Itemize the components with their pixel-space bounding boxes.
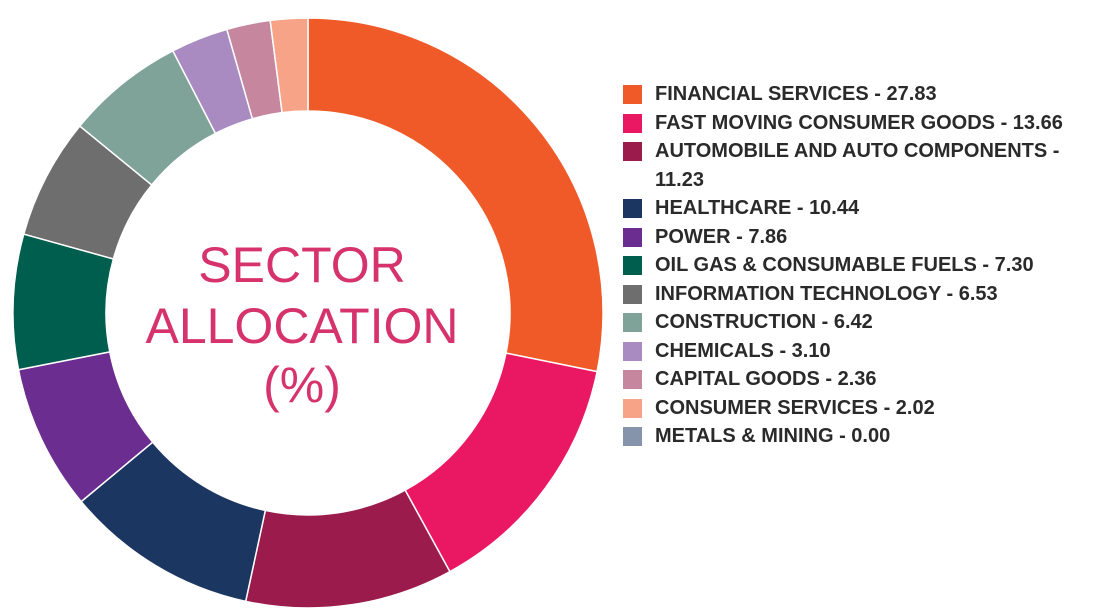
legend-item-consumer-services: CONSUMER SERVICES - 2.02 — [623, 394, 1098, 423]
legend-item-construction: CONSTRUCTION - 6.42 — [623, 308, 1098, 337]
legend-item-fast-moving-consumer-goods: FAST MOVING CONSUMER GOODS - 13.66 — [623, 109, 1098, 138]
legend-swatch — [623, 199, 642, 218]
legend-swatch — [623, 313, 642, 332]
donut-slices — [12, 17, 604, 609]
legend-item-power: POWER - 7.86 — [623, 223, 1098, 252]
legend-label: CONSUMER SERVICES - 2.02 — [655, 396, 935, 419]
legend-item-metals-and-mining: METALS & MINING - 0.00 — [623, 422, 1098, 451]
legend-label: INFORMATION TECHNOLOGY - 6.53 — [655, 282, 998, 305]
legend-label: AUTOMOBILE AND AUTO COMPONENTS - 11.23 — [655, 140, 1060, 191]
legend-swatch — [623, 142, 642, 161]
legend-swatch — [623, 398, 642, 418]
legend-label: CAPITAL GOODS - 2.36 — [655, 368, 877, 390]
sector-allocation-donut-chart: SECTOR ALLOCATION (%) — [12, 17, 604, 609]
legend-swatch — [623, 227, 642, 247]
legend-label: CONSTRUCTION - 6.42 — [655, 311, 873, 333]
chart-title-line-3: (%) — [263, 357, 341, 413]
legend-item-automobile-and-auto-components: AUTOMOBILE AND AUTO COMPONENTS - 11.23 — [623, 137, 1098, 194]
legend-swatch — [623, 370, 642, 389]
legend-label: FAST MOVING CONSUMER GOODS - 13.66 — [655, 111, 1063, 134]
slice-fast-moving-consumer-goods — [404, 352, 599, 573]
legend-item-financial-services: FINANCIAL SERVICES - 27.83 — [623, 80, 1098, 109]
legend-label: OIL GAS & CONSUMABLE FUELS - 7.30 — [655, 254, 1034, 276]
legend-label: FINANCIAL SERVICES - 27.83 — [655, 83, 937, 105]
slice-consumer-services — [269, 17, 309, 114]
legend-swatch — [623, 427, 642, 446]
legend-swatch — [623, 113, 642, 133]
slice-financial-services — [307, 17, 604, 373]
legend-item-healthcare: HEALTHCARE - 10.44 — [623, 194, 1098, 223]
legend-item-capital-goods: CAPITAL GOODS - 2.36 — [623, 365, 1098, 394]
legend-item-oil-gas-and-consumable-fuels: OIL GAS & CONSUMABLE FUELS - 7.30 — [623, 251, 1098, 280]
legend-label: METALS & MINING - 0.00 — [655, 425, 891, 447]
legend-label: HEALTHCARE - 10.44 — [655, 197, 860, 219]
legend-swatch — [623, 284, 642, 304]
legend-swatch — [623, 341, 642, 361]
legend-label: CHEMICALS - 3.10 — [655, 339, 831, 362]
legend-swatch — [623, 85, 642, 104]
legend-item-chemicals: CHEMICALS - 3.10 — [623, 337, 1098, 366]
chart-title-line-1: SECTOR — [198, 237, 405, 293]
legend-item-information-technology: INFORMATION TECHNOLOGY - 6.53 — [623, 280, 1098, 309]
legend-label: POWER - 7.86 — [655, 225, 788, 248]
chart-legend: FINANCIAL SERVICES - 27.83 FAST MOVING CO… — [623, 80, 1098, 451]
legend-swatch — [623, 256, 642, 275]
chart-title-line-2: ALLOCATION — [145, 298, 458, 354]
